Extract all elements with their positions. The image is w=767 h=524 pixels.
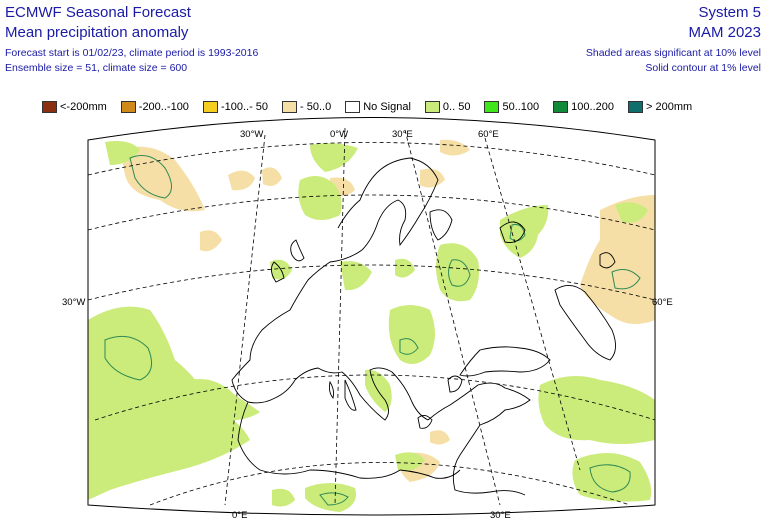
lon-label-30e-top: 30°E — [392, 129, 413, 140]
legend-swatch — [424, 101, 440, 113]
legend-item: -200..-100 — [120, 101, 189, 113]
lat-label-right: 60°E — [652, 297, 673, 308]
significance-shaded-note: Shaded areas significant at 10% level — [585, 47, 761, 59]
legend-label: 100..200 — [571, 101, 614, 113]
legend-swatch — [484, 101, 500, 113]
legend-item: 50..100 — [484, 101, 539, 113]
legend-swatch — [345, 101, 361, 113]
coastlines — [231, 157, 616, 496]
lon-label-30w-top: 30°W — [240, 129, 263, 140]
legend-label: 50..100 — [502, 101, 540, 113]
positive-anomaly-areas — [88, 141, 655, 512]
legend-item: No Signal — [345, 101, 411, 113]
significance-contour-note: Solid contour at 1% level — [645, 62, 761, 74]
legend-swatch — [553, 101, 569, 113]
legend-swatch — [120, 101, 136, 113]
ensemble-info: Ensemble size = 51, climate size = 600 — [5, 62, 188, 74]
forecast-info: Forecast start is 01/02/23, climate peri… — [5, 47, 259, 59]
lon-label-60e-top: 60°E — [478, 129, 499, 140]
lon-label-0w-top: 0°W — [330, 129, 348, 140]
lat-label-left: 30°W — [62, 297, 85, 308]
legend-swatch — [202, 101, 218, 113]
legend-label: - 50..0 — [300, 101, 332, 113]
legend-item: > 200mm — [627, 101, 693, 113]
system-label: System 5 — [698, 4, 761, 21]
subtitle: Mean precipitation anomaly — [5, 24, 189, 41]
legend-item: 100..200 — [553, 101, 614, 113]
legend-label: -100..- 50 — [220, 101, 269, 113]
season-label: MAM 2023 — [688, 24, 761, 41]
negative-anomaly-areas — [120, 139, 655, 482]
legend-item: <-200mm — [42, 101, 107, 113]
legend-label: > 200mm — [645, 101, 693, 113]
title: ECMWF Seasonal Forecast — [5, 4, 191, 21]
graticule — [88, 127, 655, 506]
legend: <-200mm -200..-100 -100..- 50 - 50..0 No… — [42, 99, 706, 115]
legend-swatch — [282, 101, 298, 113]
lon-label-0e-bottom: 0°E — [232, 510, 247, 521]
legend-label: No Signal — [363, 101, 411, 113]
legend-label: <-200mm — [60, 101, 107, 113]
legend-item: - 50..0 — [282, 101, 331, 113]
lon-label-30e-bottom: 30°E — [490, 510, 511, 521]
legend-item: 0.. 50 — [424, 101, 471, 113]
map-frame — [87, 117, 656, 516]
significance-contours — [104, 155, 641, 506]
legend-item: -100..- 50 — [202, 101, 269, 113]
legend-swatch — [42, 101, 57, 113]
legend-swatch — [627, 101, 643, 113]
legend-label: 0.. 50 — [442, 101, 471, 113]
legend-label: -200..-100 — [138, 101, 189, 113]
